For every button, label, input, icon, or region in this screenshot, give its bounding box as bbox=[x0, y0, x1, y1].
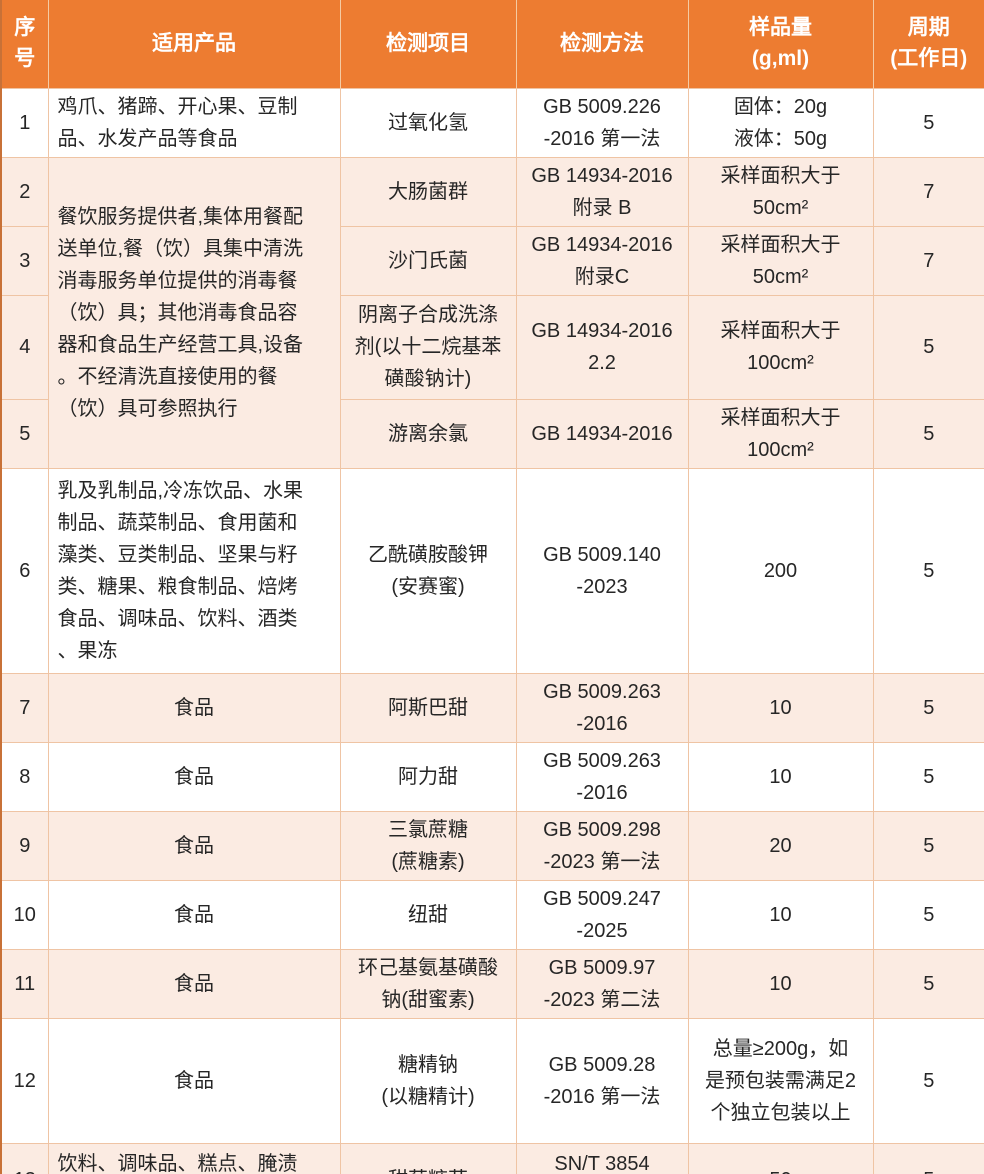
cell-days: 5 bbox=[872, 1017, 984, 1144]
table-row: 5 游离余氯 GB 14934-2016 采样面积大于 100cm² 5 bbox=[0, 398, 984, 469]
cell-item: 纽甜 bbox=[339, 879, 517, 950]
cell-sample: 10 bbox=[687, 948, 874, 1019]
cell-sample: 20 bbox=[687, 810, 874, 881]
cell-seq: 9 bbox=[0, 810, 49, 881]
cell-sample: 200 bbox=[687, 467, 874, 674]
cell-item: 过氧化氢 bbox=[339, 87, 517, 158]
header-seq: 序 号 bbox=[1, 0, 48, 88]
table-row: 12 食品 糖精钠 (以糖精计) GB 5009.28 -2016 第一法 总量… bbox=[0, 1017, 984, 1144]
cell-days: 5 bbox=[872, 87, 984, 158]
header-days: 周期 (工作日) bbox=[872, 0, 984, 88]
cell-method: GB 5009.263 -2016 bbox=[515, 741, 689, 812]
cell-days: 5 bbox=[872, 879, 984, 950]
cell-method: GB 5009.226 -2016 第一法 bbox=[515, 87, 689, 158]
cell-seq: 13 bbox=[0, 1142, 49, 1174]
cell-item: 游离余氯 bbox=[339, 398, 517, 469]
cell-products: 乳及乳制品,冷冻饮品、水果 制品、蔬菜制品、食用菌和 藻类、豆类制品、坚果与籽 … bbox=[47, 467, 341, 674]
cell-sample: 50 bbox=[687, 1142, 874, 1174]
cell-sample: 采样面积大于 100cm² bbox=[687, 398, 874, 469]
table-row: 3 沙门氏菌 GB 14934-2016 附录C 采样面积大于 50cm² 7 bbox=[0, 225, 984, 296]
cell-products-merged: 餐饮服务提供者,集体用餐配 送单位,餐（饮）具集中清洗 消毒服务单位提供的消毒餐… bbox=[47, 156, 341, 469]
cell-item: 阴离子合成洗涤 剂(以十二烷基苯 磺酸钠计) bbox=[339, 294, 517, 400]
cell-days: 7 bbox=[872, 225, 984, 296]
cell-seq: 12 bbox=[0, 1017, 49, 1144]
cell-sample: 10 bbox=[687, 741, 874, 812]
cell-seq: 7 bbox=[0, 672, 49, 743]
cell-method: GB 5009.28 -2016 第一法 bbox=[515, 1017, 689, 1144]
cell-seq: 3 bbox=[0, 225, 49, 296]
cell-method: SN/T 3854 -2014 bbox=[515, 1142, 689, 1174]
cell-sample: 采样面积大于 50cm² bbox=[687, 225, 874, 296]
header-sample: 样品量 (g,ml) bbox=[687, 0, 873, 88]
cell-sample: 10 bbox=[687, 672, 874, 743]
cell-days: 5 bbox=[872, 294, 984, 400]
cell-method: GB 5009.140 -2023 bbox=[515, 467, 689, 674]
cell-method: GB 5009.263 -2016 bbox=[515, 672, 689, 743]
cell-item: 糖精钠 (以糖精计) bbox=[339, 1017, 517, 1144]
cell-item: 大肠菌群 bbox=[339, 156, 517, 227]
cell-days: 5 bbox=[872, 1142, 984, 1174]
table-row: 9 食品 三氯蔗糖 (蔗糖素) GB 5009.298 -2023 第一法 20… bbox=[0, 810, 984, 881]
table-row: 7 食品 阿斯巴甜 GB 5009.263 -2016 10 5 bbox=[0, 672, 984, 743]
header-row: 序 号 适用产品 检测项目 检测方法 样品量 (g,ml) 周期 (工作日) bbox=[1, 0, 984, 88]
cell-method: GB 5009.247 -2025 bbox=[515, 879, 689, 950]
cell-products: 食品 bbox=[47, 741, 341, 812]
cell-sample: 固体：20g 液体：50g bbox=[687, 87, 874, 158]
cell-seq: 5 bbox=[0, 398, 49, 469]
cell-method: GB 14934-2016 附录 B bbox=[515, 156, 689, 227]
cell-products: 食品 bbox=[47, 879, 341, 950]
table-row: 4 阴离子合成洗涤 剂(以十二烷基苯 磺酸钠计) GB 14934-2016 2… bbox=[0, 294, 984, 400]
cell-item: 环己基氨基磺酸 钠(甜蜜素) bbox=[339, 948, 517, 1019]
cell-item: 三氯蔗糖 (蔗糖素) bbox=[339, 810, 517, 881]
cell-products: 食品 bbox=[47, 672, 341, 743]
header-item: 检测项目 bbox=[339, 0, 516, 88]
cell-item: 沙门氏菌 bbox=[339, 225, 517, 296]
cell-seq: 11 bbox=[0, 948, 49, 1019]
cell-days: 5 bbox=[872, 948, 984, 1019]
table-row: 8 食品 阿力甜 GB 5009.263 -2016 10 5 bbox=[0, 741, 984, 812]
cell-item: 乙酰磺胺酸钾 (安赛蜜) bbox=[339, 467, 517, 674]
cell-item: 阿斯巴甜 bbox=[339, 672, 517, 743]
cell-days: 5 bbox=[872, 810, 984, 881]
cell-sample: 总量≥200g，如 是预包装需满足2 个独立包装以上 bbox=[687, 1017, 874, 1144]
cell-method: GB 14934-2016 附录C bbox=[515, 225, 689, 296]
header-method: 检测方法 bbox=[515, 0, 688, 88]
table-row: 10 食品 纽甜 GB 5009.247 -2025 10 5 bbox=[0, 879, 984, 950]
cell-seq: 8 bbox=[0, 741, 49, 812]
table-row: 2 餐饮服务提供者,集体用餐配 送单位,餐（饮）具集中清洗 消毒服务单位提供的消… bbox=[0, 156, 984, 469]
cell-seq: 4 bbox=[0, 294, 49, 400]
table-row: 13 饮料、调味品、糕点、腌渍 蔬菜、肉罐头、蜜饯、糖果 甜菊糖苷 SN/T 3… bbox=[0, 1142, 984, 1174]
cell-days: 5 bbox=[872, 741, 984, 812]
cell-item: 阿力甜 bbox=[339, 741, 517, 812]
table-row: 1 鸡爪、猪蹄、开心果、豆制 品、水发产品等食品 过氧化氢 GB 5009.22… bbox=[0, 87, 984, 158]
cell-seq: 6 bbox=[0, 467, 49, 674]
table-row: 11 食品 环己基氨基磺酸 钠(甜蜜素) GB 5009.97 -2023 第二… bbox=[0, 948, 984, 1019]
cell-days: 5 bbox=[872, 467, 984, 674]
cell-sample: 10 bbox=[687, 879, 874, 950]
cell-method: GB 14934-2016 bbox=[515, 398, 689, 469]
cell-item: 甜菊糖苷 bbox=[339, 1142, 517, 1174]
cell-products: 饮料、调味品、糕点、腌渍 蔬菜、肉罐头、蜜饯、糖果 bbox=[47, 1142, 341, 1174]
cell-days: 5 bbox=[872, 398, 984, 469]
header-products: 适用产品 bbox=[47, 0, 340, 88]
table-row: 6 乳及乳制品,冷冻饮品、水果 制品、蔬菜制品、食用菌和 藻类、豆类制品、坚果与… bbox=[0, 467, 984, 674]
cell-seq: 2 bbox=[0, 156, 49, 227]
cell-sample: 采样面积大于 50cm² bbox=[687, 156, 874, 227]
cell-method: GB 14934-2016 2.2 bbox=[515, 294, 689, 400]
cell-method: GB 5009.97 -2023 第二法 bbox=[515, 948, 689, 1019]
cell-seq: 1 bbox=[0, 87, 49, 158]
cell-sample: 采样面积大于 100cm² bbox=[687, 294, 874, 400]
cell-products: 鸡爪、猪蹄、开心果、豆制 品、水发产品等食品 bbox=[47, 87, 341, 158]
cell-method: GB 5009.298 -2023 第一法 bbox=[515, 810, 689, 881]
cell-days: 7 bbox=[872, 156, 984, 227]
cell-products: 食品 bbox=[47, 1017, 341, 1144]
cell-products: 食品 bbox=[47, 810, 341, 881]
cell-products: 食品 bbox=[47, 948, 341, 1019]
cell-days: 5 bbox=[872, 672, 984, 743]
cell-seq: 10 bbox=[0, 879, 49, 950]
